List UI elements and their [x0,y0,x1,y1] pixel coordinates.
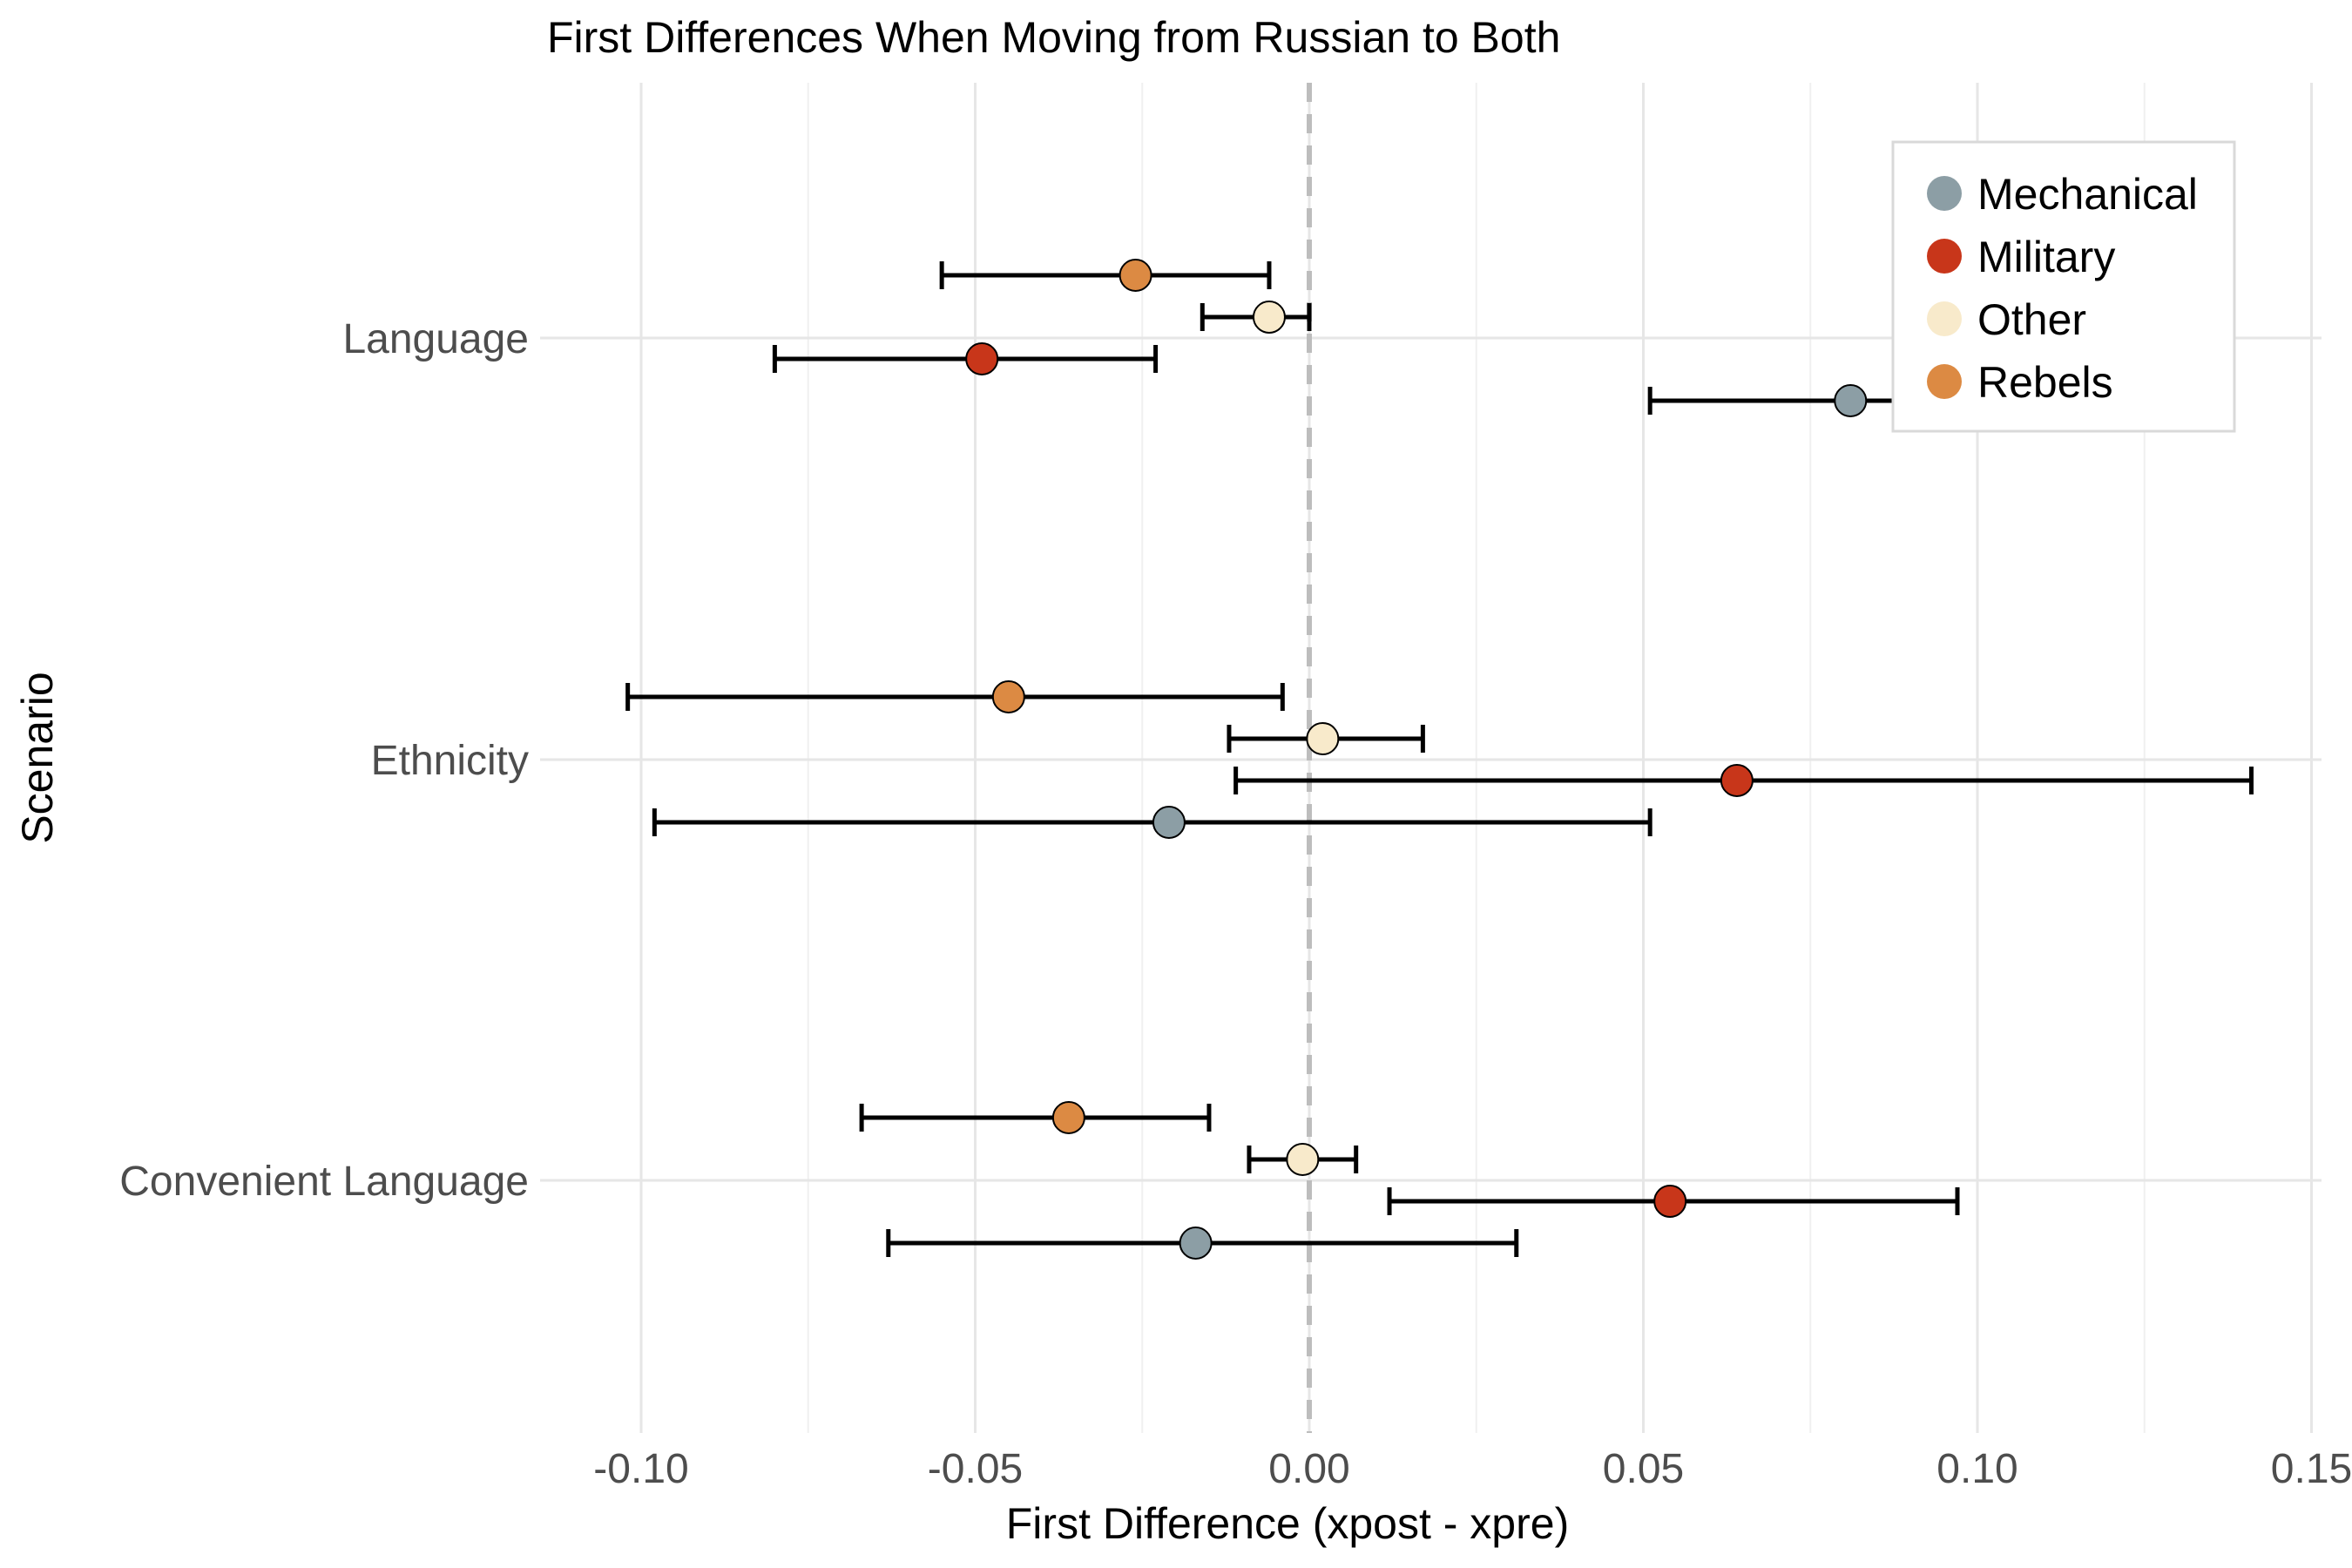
data-point [1119,259,1152,292]
data-point [1051,1101,1085,1134]
data-point [1306,722,1340,755]
legend-label: Rebels [1977,358,2113,407]
legend-key [1927,239,1962,274]
x-tick-label: -0.05 [928,1446,1023,1492]
legend: Mechanical Military Other Rebels [1891,140,2236,433]
data-point [991,680,1025,713]
y-tick-label: Convenient Language [119,1159,529,1205]
error-bar [772,345,1159,373]
data-points [965,259,1868,1260]
legend-key [1927,176,1962,211]
legend-label: Mechanical [1977,170,2198,219]
y-tick-label: Ethnicity [371,738,529,784]
data-point [1179,1227,1213,1260]
legend-label: Military [1977,233,2115,281]
legend-key [1927,301,1962,336]
legend-label: Other [1977,295,2086,344]
data-point [965,342,999,375]
legend-items: Mechanical Military Other Rebels [1927,170,2198,407]
error-bar [859,1104,1212,1132]
y-axis-title: Scenario [13,672,62,843]
x-tick-label: 0.05 [1603,1446,1684,1492]
data-point [1653,1185,1687,1218]
error-bar [652,808,1652,836]
x-tick-label: -0.10 [593,1446,688,1492]
error-bar [939,261,1272,289]
x-tick-label: 0.10 [1936,1446,2017,1492]
x-tick-label: 0.15 [2271,1446,2352,1492]
legend-key [1927,364,1962,399]
x-axis-title: First Difference (xpost - xpre) [1006,1499,1569,1548]
data-point [1252,301,1286,334]
y-axis-ticks: Language Ethnicity Convenient Language [119,316,529,1205]
x-axis-ticks: -0.10 -0.05 0.00 0.05 0.10 0.15 [593,1446,2352,1492]
x-tick-label: 0.00 [1268,1446,1349,1492]
data-point [1834,384,1868,417]
y-tick-label: Language [342,316,529,362]
data-point [1286,1143,1320,1176]
error-bar [625,683,1285,711]
data-point [1152,806,1186,839]
chart-title: First Differences When Moving from Russi… [547,13,1560,62]
data-point [1720,764,1754,797]
